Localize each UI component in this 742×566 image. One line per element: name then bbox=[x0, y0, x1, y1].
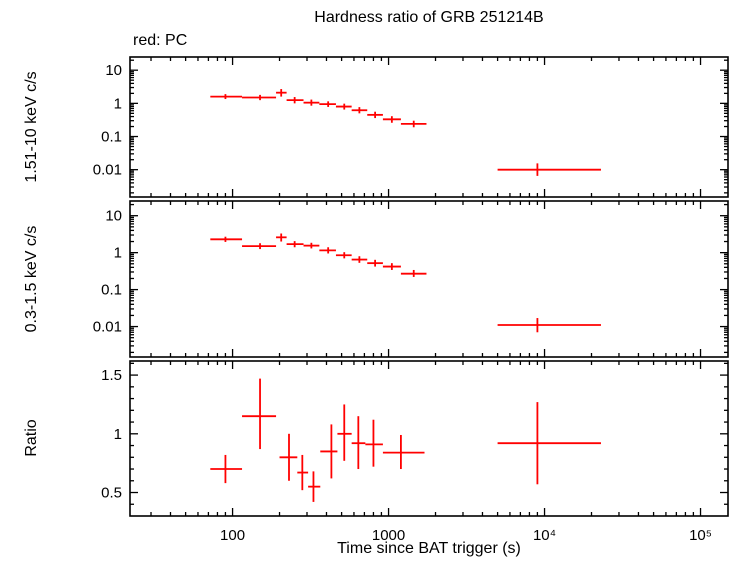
y-tick-label: 1.5 bbox=[101, 367, 122, 384]
x-tick-label: 100 bbox=[220, 527, 245, 544]
panel-frame bbox=[129, 360, 729, 517]
y-tick-label: 10 bbox=[105, 62, 122, 79]
y-tick-label: 0.01 bbox=[93, 319, 122, 336]
y-tick-label: 0.5 bbox=[101, 485, 122, 502]
y-tick-label: 0.1 bbox=[101, 282, 122, 299]
axis-ticks: 0.01 0.1 1 10 bbox=[93, 57, 728, 197]
panel-hard-band-lightcurve: 0.01 0.1 1 10 bbox=[93, 56, 729, 198]
panel-soft-band-lightcurve: 0.01 0.1 1 10 bbox=[93, 200, 729, 358]
axis-ticks: 0.01 0.1 1 10 bbox=[93, 201, 728, 357]
x-tick-label: 10⁴ bbox=[533, 527, 556, 544]
y-tick-label: 0.1 bbox=[101, 129, 122, 146]
y-tick-label: 10 bbox=[105, 208, 122, 225]
panel-frame bbox=[129, 200, 729, 358]
y-tick-label: 1 bbox=[114, 95, 122, 112]
x-axis-title: Time since BAT trigger (s) bbox=[337, 540, 521, 557]
x-tick-label: 1000 bbox=[372, 527, 405, 544]
data-series-hardness-ratio bbox=[210, 378, 601, 502]
chart-title: Hardness ratio of GRB 251214B bbox=[314, 9, 543, 26]
y-tick-label: 1 bbox=[114, 426, 122, 443]
mode-annotation: red: PC bbox=[133, 32, 187, 49]
y-axis-title-soft-band: 0.3-1.5 keV c/s bbox=[23, 226, 40, 333]
y-axis-title-ratio: Ratio bbox=[23, 419, 40, 456]
y-axis-title-hard-band: 1.51-10 keV c/s bbox=[23, 71, 40, 182]
data-series-soft-band-lightcurve bbox=[210, 233, 601, 333]
data-series-hard-band-lightcurve bbox=[210, 89, 601, 176]
panels-group: 0.01 0.1 1 10 0.01 0.1 1 10 0.5 1 1.5 100 1000 10⁴ 10⁵ bbox=[93, 56, 729, 544]
axis-ticks: 0.5 1 1.5 bbox=[101, 361, 728, 516]
panel-hardness-ratio: 0.5 1 1.5 bbox=[101, 360, 729, 517]
panel-frame bbox=[129, 56, 729, 198]
y-tick-label: 0.01 bbox=[93, 162, 122, 179]
y-tick-label: 1 bbox=[114, 245, 122, 262]
x-tick-label: 10⁵ bbox=[689, 527, 712, 544]
